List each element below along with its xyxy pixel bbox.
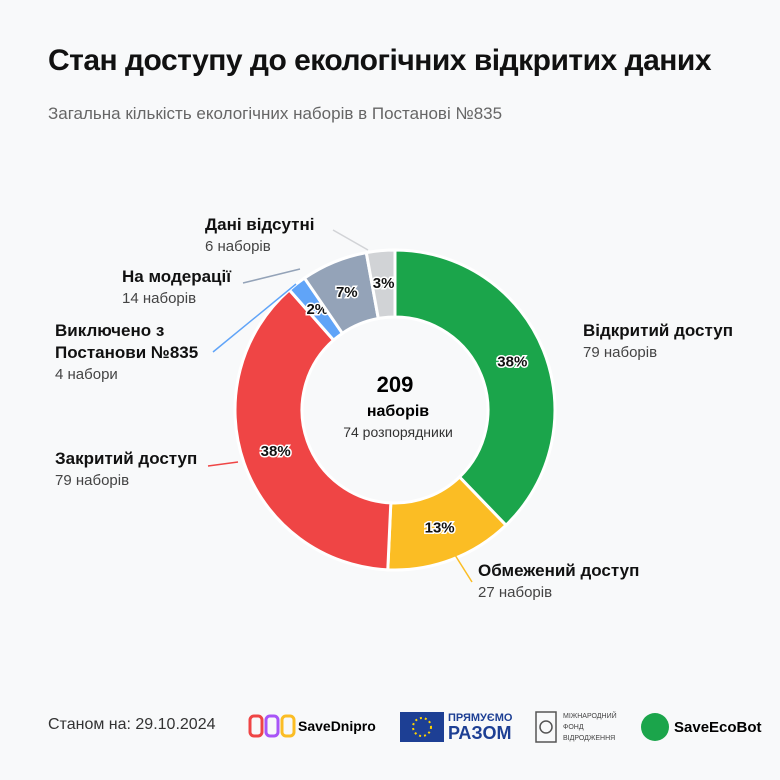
- logo-text: SaveEcoBot: [674, 719, 762, 736]
- category-label: Обмежений доступ 27 наборів: [478, 560, 678, 604]
- logo-text: SaveDnipro: [298, 718, 376, 734]
- logo-saveecobot: SaveEcoBot: [641, 713, 762, 741]
- percentage-label: 13%: [425, 519, 455, 536]
- count-label: 79 наборів: [55, 472, 130, 489]
- count-label: 14 наборів: [122, 290, 197, 307]
- count-label: 4 набори: [55, 366, 118, 383]
- percentage-label: 7%: [336, 284, 358, 301]
- footer-date: Станом на: 29.10.2024: [48, 716, 216, 733]
- center-unit: наборів: [367, 403, 429, 420]
- logo-eu: ПРЯМУЄМО РАЗОМ: [400, 712, 513, 743]
- donut-slice: [364, 248, 397, 321]
- category-label: Закритий доступ 79 наборів: [55, 448, 245, 492]
- logo-text: ФОНД: [563, 724, 584, 731]
- center-note: 74 розпорядники: [343, 424, 453, 440]
- chart-subtitle: Загальна кількість екологічних наборів в…: [48, 104, 503, 123]
- category-label: На модерації 14 наборів: [122, 266, 282, 310]
- percentage-label: 3%: [373, 275, 395, 292]
- logo-irf: МІЖНАРОДНИЙ ФОНД ВІДРОДЖЕННЯ: [535, 711, 617, 743]
- leader-line: [242, 268, 301, 284]
- logo-text: ПРЯМУЄМО: [448, 712, 513, 724]
- leader-line: [454, 554, 473, 583]
- logo-text: ВІДРОДЖЕННЯ: [563, 735, 615, 742]
- donut-slice: [393, 248, 557, 528]
- logo-savednipro: SaveDnipro: [248, 714, 376, 738]
- logo-text: РАЗОМ: [448, 723, 511, 743]
- category-label: Дані відсутні 6 наборів: [205, 214, 365, 258]
- chart-title: Стан доступу до екологічних відкритих да…: [48, 44, 712, 77]
- leader-line: [207, 461, 239, 467]
- center-total: 209: [377, 372, 414, 397]
- leader-line: [212, 283, 297, 353]
- percentage-label: 38%: [261, 443, 291, 460]
- leader-line: [332, 229, 369, 251]
- count-label: 6 наборів: [205, 238, 271, 255]
- count-label: 27 наборів: [478, 584, 553, 601]
- count-label: 79 наборів: [583, 344, 658, 361]
- category-label: Відкритий доступ 79 наборів: [583, 320, 763, 364]
- donut-slice: [233, 287, 393, 572]
- logo-text: МІЖНАРОДНИЙ: [563, 711, 617, 720]
- category-label: Виключено з Постанови №835 4 набори: [55, 320, 230, 386]
- percentage-label: 38%: [497, 354, 527, 371]
